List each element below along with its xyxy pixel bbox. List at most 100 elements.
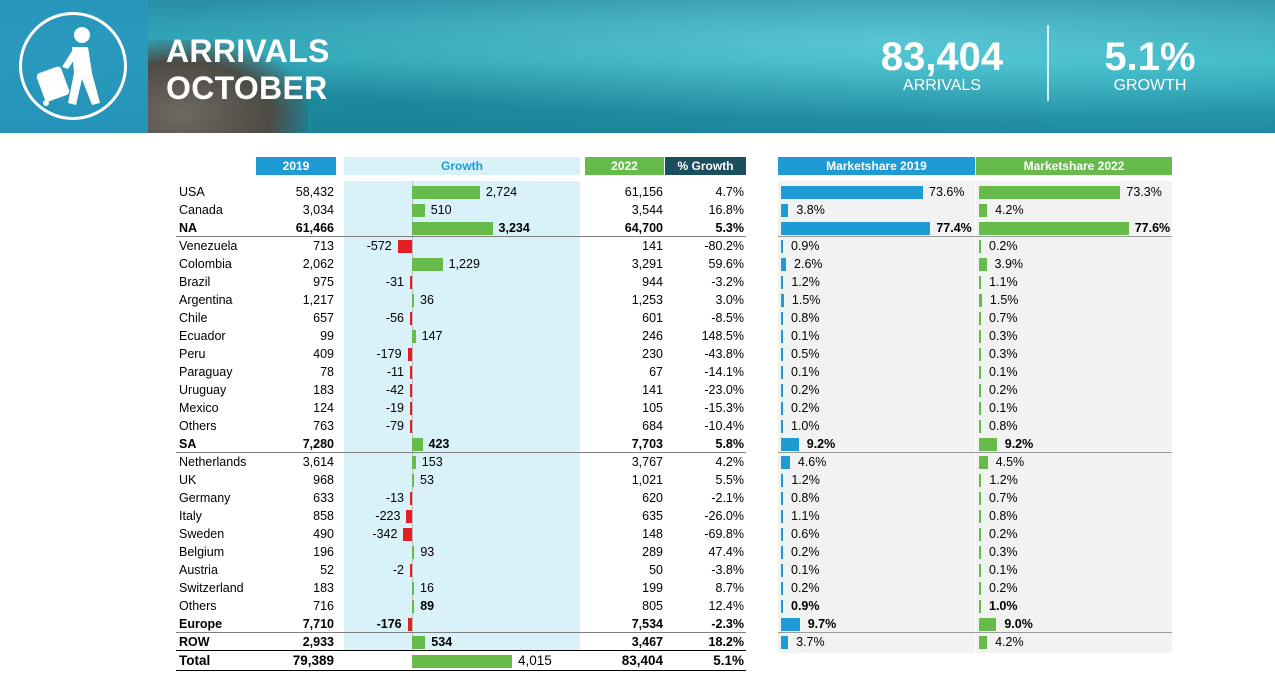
table-row: Belgium 196 289 47.4% 93 bbox=[176, 543, 746, 561]
value-2019: 58,432 bbox=[295, 185, 334, 199]
value-2019: 633 bbox=[313, 491, 334, 505]
pct-growth: -2.3% bbox=[711, 617, 744, 631]
marketshare-2022-label: 0.2% bbox=[989, 383, 1018, 397]
marketshare-2022-cell: 9.0% bbox=[979, 615, 1169, 633]
value-2019: 196 bbox=[313, 545, 334, 559]
marketshare-2022-cell: 77.6% bbox=[979, 219, 1170, 237]
marketshare-2022-label: 1.1% bbox=[989, 275, 1018, 289]
country-name: Canada bbox=[179, 203, 223, 217]
marketshare-2022-label: 4.2% bbox=[995, 635, 1024, 649]
marketshare-2019-label: 0.6% bbox=[791, 527, 820, 541]
marketshare-2019-cell: 1.1% bbox=[781, 507, 971, 525]
pct-growth: 16.8% bbox=[708, 203, 744, 217]
banner-rock-image bbox=[148, 40, 308, 133]
marketshare-2022-bar bbox=[979, 240, 981, 253]
table-row: Peru 409 230 -43.8% -179 bbox=[176, 345, 746, 363]
table-row: Others 763 684 -10.4% -79 bbox=[176, 417, 746, 435]
growth-bar bbox=[412, 294, 414, 307]
kpi-growth-value: 5.1% bbox=[1104, 35, 1196, 79]
value-2019: 7,280 bbox=[302, 437, 334, 451]
growth-bar bbox=[410, 366, 412, 379]
marketshare-2019-bar bbox=[781, 510, 784, 523]
marketshare-2019-label: 1.0% bbox=[791, 419, 820, 433]
pct-growth: -2.1% bbox=[711, 491, 744, 505]
table-row: Uruguay 183 141 -23.0% -42 bbox=[176, 381, 746, 399]
title-line-1: ARRIVALS bbox=[166, 33, 330, 69]
growth-bar bbox=[412, 456, 416, 469]
marketshare-2022-bar bbox=[979, 564, 981, 577]
value-2019: 2,933 bbox=[302, 635, 334, 649]
marketshare-2019-cell: 3.7% bbox=[781, 633, 971, 651]
marketshare-2019-cell: 0.9% bbox=[781, 237, 971, 255]
country-name: Europe bbox=[179, 617, 223, 631]
marketshare-2022-bar bbox=[979, 312, 981, 325]
marketshare-2022-label: 0.3% bbox=[989, 347, 1018, 361]
growth-label: 36 bbox=[420, 293, 434, 307]
value-2019: 78 bbox=[320, 365, 334, 379]
growth-bar bbox=[412, 582, 414, 595]
growth-bar bbox=[412, 222, 493, 235]
pct-growth: 59.6% bbox=[708, 257, 744, 271]
marketshare-2019-label: 0.1% bbox=[791, 365, 820, 379]
marketshare-2022-bar bbox=[979, 600, 981, 613]
marketshare-2022-bar bbox=[979, 456, 988, 469]
growth-bar bbox=[412, 600, 415, 613]
country-name: Germany bbox=[179, 491, 231, 505]
value-2022: 199 bbox=[642, 581, 663, 595]
marketshare-2022-bar bbox=[979, 258, 987, 271]
table-row: Switzerland 183 199 8.7% 16 bbox=[176, 579, 746, 597]
marketshare-2019-label: 9.2% bbox=[806, 437, 836, 451]
country-name: Argentina bbox=[179, 293, 233, 307]
country-name: USA bbox=[179, 185, 205, 199]
country-name: Sweden bbox=[179, 527, 225, 541]
pct-growth: 5.5% bbox=[715, 473, 745, 487]
country-name: ROW bbox=[179, 635, 210, 649]
country-name: Paraguay bbox=[179, 365, 233, 379]
marketshare-2022-cell: 0.7% bbox=[979, 489, 1169, 507]
marketshare-2019-bar bbox=[781, 402, 783, 415]
marketshare-2019-label: 4.6% bbox=[797, 455, 827, 469]
pct-growth: 5.1% bbox=[713, 653, 744, 668]
value-2022: 1,021 bbox=[631, 473, 663, 487]
country-name: Belgium bbox=[179, 545, 225, 559]
marketshare-2022-bar bbox=[979, 186, 1121, 199]
pct-growth: -14.1% bbox=[704, 365, 744, 379]
marketshare-2019-bar bbox=[781, 600, 783, 613]
marketshare-2019-cell: 9.7% bbox=[781, 615, 971, 633]
value-2022: 601 bbox=[642, 311, 663, 325]
marketshare-2022-bar bbox=[979, 582, 981, 595]
growth-label: -79 bbox=[385, 419, 404, 433]
marketshare-2022-cell: 0.1% bbox=[979, 399, 1169, 417]
value-2022: 246 bbox=[642, 329, 663, 343]
country-name: Ecuador bbox=[179, 329, 226, 343]
marketshare-2019-label: 0.2% bbox=[791, 401, 820, 415]
table-row: Netherlands 3,614 3,767 4.2% 153 bbox=[176, 453, 746, 471]
marketshare-2019-label: 1.2% bbox=[791, 473, 820, 487]
value-2022: 3,467 bbox=[631, 635, 663, 649]
marketshare-2022-label: 0.3% bbox=[989, 329, 1018, 343]
value-2019: 124 bbox=[313, 401, 334, 415]
value-2022: 230 bbox=[642, 347, 663, 361]
marketshare-2019-label: 0.1% bbox=[791, 563, 820, 577]
marketshare-2019-bar bbox=[781, 186, 923, 199]
value-2019: 409 bbox=[313, 347, 334, 361]
marketshare-separator bbox=[778, 452, 1172, 453]
value-2019: 716 bbox=[313, 599, 334, 613]
marketshare-2019-cell: 4.6% bbox=[781, 453, 971, 471]
country-name: Peru bbox=[179, 347, 206, 361]
growth-label: -19 bbox=[385, 401, 404, 415]
marketshare-2022-cell: 0.2% bbox=[979, 237, 1169, 255]
value-2022: 105 bbox=[642, 401, 663, 415]
country-name: Netherlands bbox=[179, 455, 247, 469]
marketshare-2022-bar bbox=[979, 384, 981, 397]
growth-label: 89 bbox=[420, 599, 435, 613]
pct-growth: -10.4% bbox=[704, 419, 744, 433]
table-row: Colombia 2,062 3,291 59.6% 1,229 bbox=[176, 255, 746, 273]
marketshare-2019-cell: 1.2% bbox=[781, 273, 971, 291]
marketshare-2022-bar bbox=[979, 348, 981, 361]
marketshare-2019-label: 2.6% bbox=[794, 257, 823, 271]
marketshare-2022-cell: 9.2% bbox=[979, 435, 1169, 453]
pct-growth: 5.3% bbox=[715, 221, 745, 235]
pct-growth: 3.0% bbox=[715, 293, 745, 307]
marketshare-2022-bar bbox=[979, 276, 982, 289]
